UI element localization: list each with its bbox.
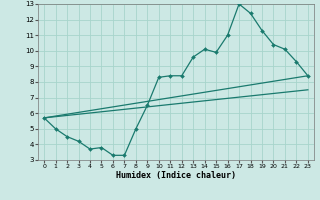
X-axis label: Humidex (Indice chaleur): Humidex (Indice chaleur) [116, 171, 236, 180]
